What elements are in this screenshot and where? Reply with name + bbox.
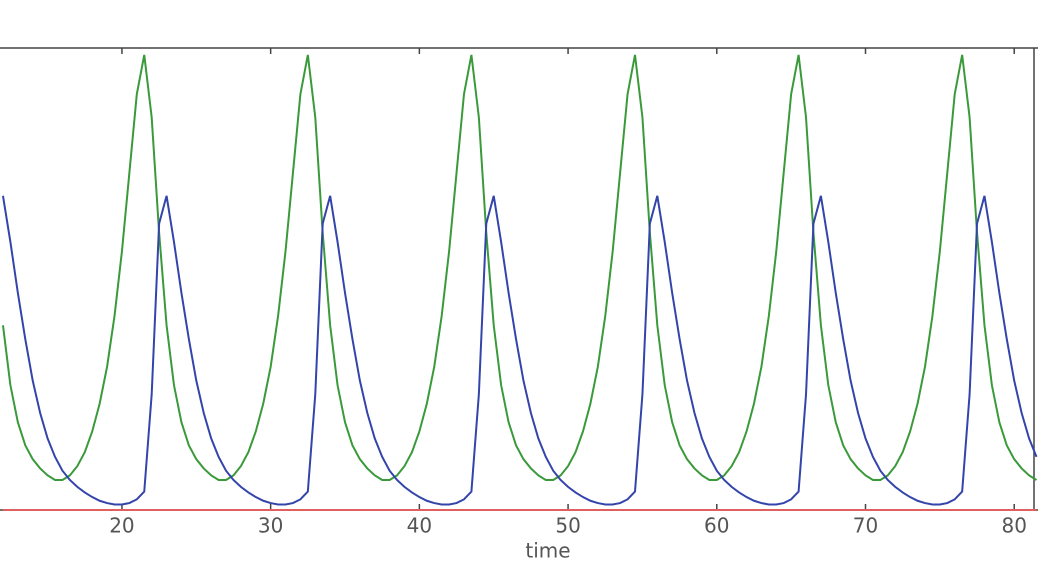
x-tick-label: 20 [109, 514, 134, 538]
series-line [1, 54, 1038, 481]
x-tick-label: 30 [258, 514, 283, 538]
x-tick-label: 70 [853, 514, 878, 538]
x-tick-label: 50 [555, 514, 580, 538]
series-line [1, 195, 1038, 506]
x-axis-label: time [525, 539, 570, 563]
x-tick-label: 80 [1001, 514, 1026, 538]
x-tick-label: 40 [407, 514, 432, 538]
x-tick-label: 60 [704, 514, 729, 538]
